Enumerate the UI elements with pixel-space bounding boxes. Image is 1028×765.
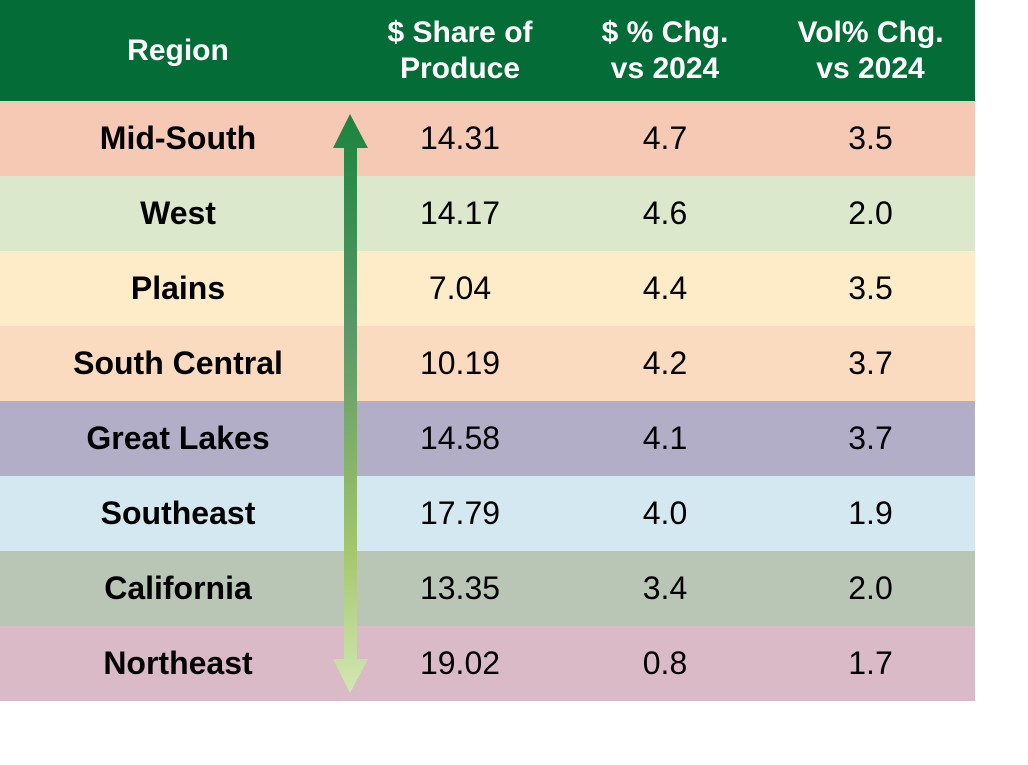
share-cell: 13.35 (419, 570, 501, 606)
share-cell: 17.79 (419, 495, 501, 531)
region-cell: California (104, 570, 252, 606)
vol-chg-cell: 1.9 (848, 495, 893, 531)
vol-chg-cell: 2.0 (848, 195, 893, 231)
region-table: Region $ Share of Produce $ % Chg. vs 2024… (0, 0, 975, 701)
share-cell: 10.19 (419, 345, 501, 381)
header-vol-chg: Vol% Chg. vs 2024 (766, 0, 975, 101)
table-header: Region $ Share of Produce $ % Chg. vs 2024… (0, 0, 975, 101)
share-cell: 14.17 (419, 195, 501, 231)
header-region: Region (0, 0, 356, 101)
vol-chg-cell: 1.7 (848, 645, 893, 681)
region-cell: Southeast (100, 495, 256, 531)
table-row: South Central 10.19 4.2 3.7 (0, 326, 975, 401)
share-cell: 7.04 (428, 270, 492, 306)
header-share: $ Share of Produce (356, 0, 564, 101)
header-text: Vol% Chg. (797, 15, 944, 49)
table-row: West 14.17 4.6 2.0 (0, 176, 975, 251)
header-text: Region (127, 33, 229, 67)
header-text: Produce (399, 51, 521, 85)
region-cell: Plains (130, 270, 226, 306)
region-cell: West (140, 195, 216, 231)
share-cell: 14.31 (419, 120, 501, 156)
vol-chg-cell: 3.7 (848, 345, 893, 381)
double-arrow-icon (333, 114, 368, 693)
dollar-chg-cell: 4.2 (642, 345, 688, 381)
dollar-chg-cell: 4.1 (642, 420, 688, 456)
header-dollar-chg: $ % Chg. vs 2024 (564, 0, 766, 101)
header-text: vs 2024 (816, 51, 925, 85)
dollar-chg-cell: 0.8 (642, 645, 688, 681)
table-row: California 13.35 3.4 2.0 (0, 551, 975, 626)
share-cell: 19.02 (419, 645, 501, 681)
vol-chg-cell: 3.5 (848, 270, 893, 306)
table-row: Northeast 19.02 0.8 1.7 (0, 626, 975, 701)
dollar-chg-cell: 4.6 (642, 195, 688, 231)
header-text: vs 2024 (610, 51, 720, 85)
header-text: $ % Chg. (601, 15, 729, 49)
region-cell: Great Lakes (86, 420, 270, 456)
dollar-chg-cell: 4.0 (642, 495, 688, 531)
region-cell: Northeast (103, 645, 253, 681)
table-row: Great Lakes 14.58 4.1 3.7 (0, 401, 975, 476)
table-row: Mid-South 14.31 4.7 3.5 (0, 101, 975, 176)
table-row: Southeast 17.79 4.0 1.9 (0, 476, 975, 551)
header-text: $ Share of (387, 15, 533, 49)
vol-chg-cell: 2.0 (848, 570, 893, 606)
vol-chg-cell: 3.7 (848, 420, 893, 456)
region-cell: South Central (73, 345, 283, 381)
vol-chg-cell: 3.5 (848, 120, 893, 156)
dollar-chg-cell: 4.7 (642, 120, 688, 156)
table-row: Plains 7.04 4.4 3.5 (0, 251, 975, 326)
region-cell: Mid-South (99, 120, 257, 156)
dollar-chg-cell: 3.4 (642, 570, 688, 606)
share-cell: 14.58 (419, 420, 501, 456)
dollar-chg-cell: 4.4 (642, 270, 688, 306)
